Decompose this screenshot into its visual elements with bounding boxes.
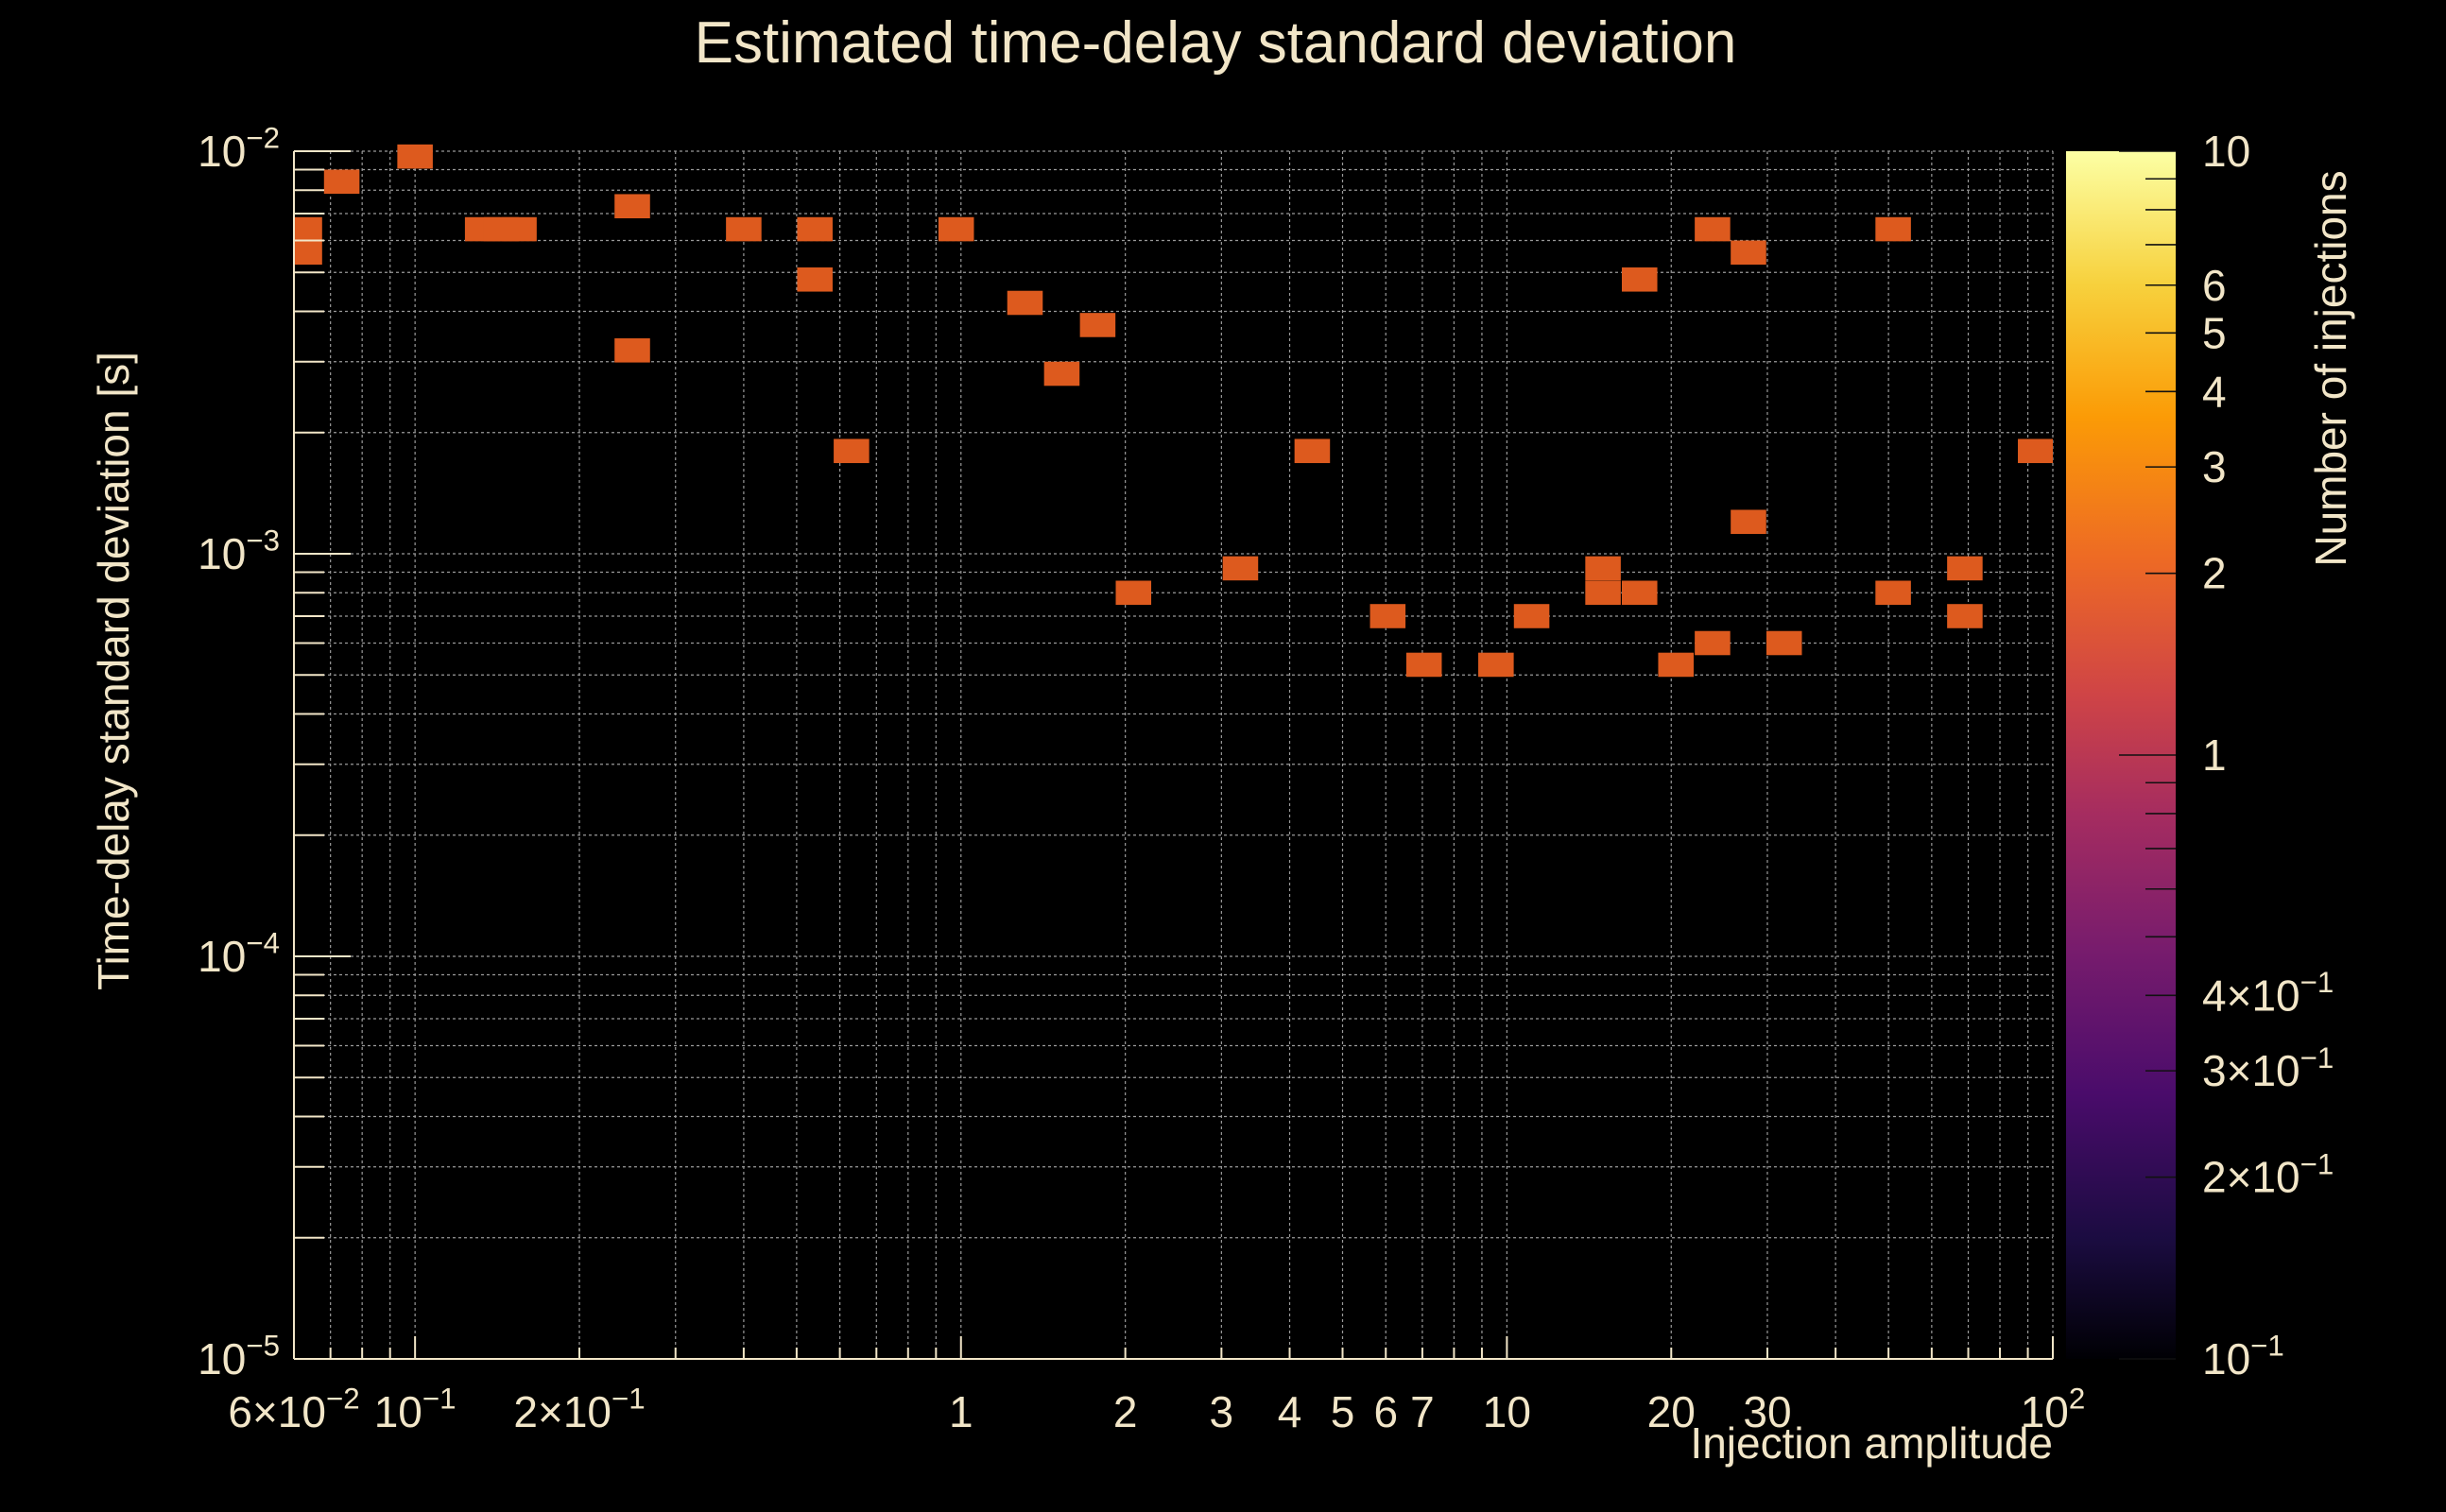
heatmap-cell [1043, 361, 1080, 387]
heatmap-cell [1731, 509, 1766, 535]
x-tick-label: 4 [1278, 1387, 1302, 1436]
x-tick-label: 10−1 [374, 1383, 456, 1436]
heatmap-cell [1731, 240, 1766, 266]
colorbar-tick-label: 3 [2202, 442, 2227, 491]
heatmap-cell [397, 144, 433, 169]
heatmap-cell [1621, 267, 1658, 292]
colorbar-tick-label: 2×10−1 [2202, 1147, 2334, 1201]
heatmap-cell [1875, 216, 1911, 242]
colorbar-tick-label: 4×10−1 [2202, 966, 2334, 1020]
y-tick-label: 10−4 [198, 927, 280, 981]
colorbar-tick-label: 6 [2202, 261, 2227, 310]
heatmap-cell [726, 216, 762, 242]
heatmap-cell [1947, 604, 1983, 628]
heatmap-cell [1294, 438, 1331, 464]
heatmap-cell [1875, 580, 1911, 606]
heatmap-cell [501, 216, 537, 242]
heatmap-cell [1369, 604, 1406, 628]
y-tick-label: 10−3 [198, 524, 280, 578]
heatmap-cell [294, 240, 322, 266]
x-axis-tick-labels: 6×10−2 10−1 2×10−1 1 2 3 4 5 6 7 10 20 30 102 [228, 1383, 2085, 1436]
heatmap-cell [1658, 652, 1695, 678]
heatmap-cell [1079, 313, 1116, 337]
heatmap-cell [938, 216, 974, 242]
x-tick-label: 6×10−2 [228, 1383, 359, 1436]
x-tick-label: 1 [949, 1387, 973, 1436]
x-tick-label: 6 [1373, 1387, 1398, 1436]
x-tick-label: 3 [1210, 1387, 1234, 1436]
colorbar-tick-label: 3×10−1 [2202, 1041, 2334, 1095]
heatmap-cell [834, 438, 870, 464]
axes [293, 150, 2054, 1360]
heatmap-cell [1222, 556, 1259, 581]
heatmap-cell [1585, 580, 1621, 606]
heatmap-cells [294, 144, 2053, 678]
heatmap-cell [1695, 630, 1731, 656]
x-tick-label: 2×10−1 [513, 1383, 645, 1436]
x-tick-label: 7 [1410, 1387, 1435, 1436]
colorbar-label: Number of injections [2306, 170, 2355, 566]
grid-lines [293, 150, 2054, 1360]
heatmap-cell [614, 338, 650, 363]
heatmap-cell [294, 216, 322, 242]
colorbar-tick-label: 1 [2202, 730, 2227, 780]
colorbar-tick-label: 4 [2202, 367, 2227, 416]
colorbar-tick-label: 5 [2202, 308, 2227, 357]
heatmap-cell [1695, 216, 1731, 242]
chart-title: Estimated time-delay standard deviation [695, 10, 1737, 76]
heatmap-cell [1513, 604, 1550, 628]
x-tick-label: 10 [1483, 1387, 1531, 1436]
x-tick-label: 30 [1743, 1387, 1791, 1436]
heatmap-cell [797, 216, 833, 242]
heatmap-cell [2018, 438, 2053, 464]
heatmap-cell [1766, 630, 1802, 656]
heatmap-cell [1585, 556, 1621, 581]
colorbar-tick-label: 2 [2202, 549, 2227, 598]
x-tick-label: 5 [1331, 1387, 1355, 1436]
y-tick-label: 10−5 [198, 1330, 280, 1383]
y-axis-label: Time-delay standard deviation [s] [89, 352, 138, 990]
colorbar-tick-labels: 10 65 4 3 2 1 4×10−1 3×10−1 2×10−1 10−1 [2119, 127, 2334, 1383]
heatmap-cell [1947, 556, 1983, 581]
heatmap-cell [1007, 290, 1043, 316]
y-axis-tick-labels: 10−2 10−3 10−4 10−5 [198, 122, 280, 1383]
x-tick-label: 20 [1647, 1387, 1696, 1436]
heatmap-cell [797, 267, 833, 292]
colorbar-tick-label: 10−1 [2202, 1330, 2284, 1383]
heatmap-cell [323, 169, 360, 195]
x-tick-label: 2 [1113, 1387, 1138, 1436]
colorbar-tick-label: 10 [2202, 127, 2250, 176]
heatmap-cell [1115, 580, 1152, 606]
heatmap-cell [1478, 652, 1514, 678]
heatmap-cell [614, 194, 650, 219]
heatmap-cell [1621, 580, 1658, 606]
y-tick-label: 10−2 [198, 122, 280, 176]
x-axis-label: Injection amplitude [1690, 1418, 2053, 1468]
heatmap-cell [1405, 652, 1442, 678]
